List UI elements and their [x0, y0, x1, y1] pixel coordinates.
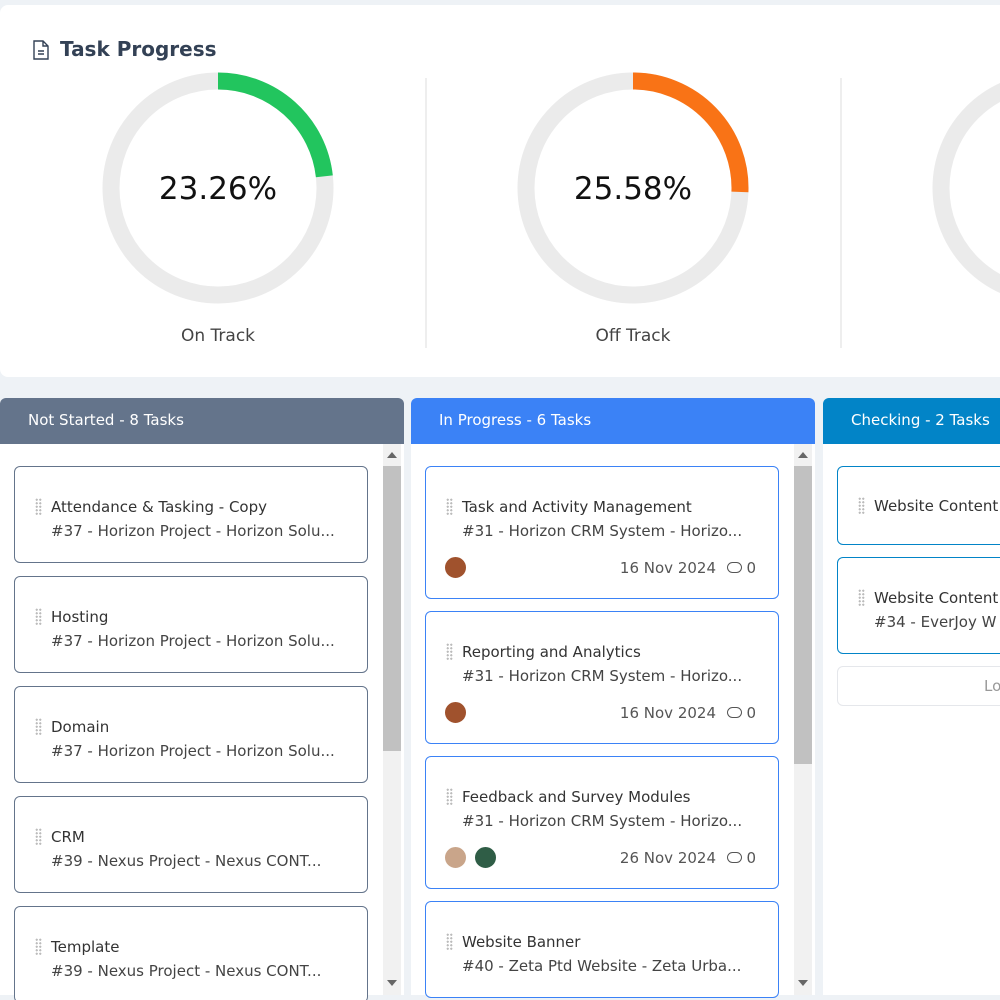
- card-title: Domain: [51, 718, 110, 736]
- comment-icon: [727, 852, 742, 863]
- drag-handle: [858, 589, 865, 607]
- card-title: Website Content: [874, 589, 999, 607]
- card-subtitle: #34 - EverJoy W: [874, 613, 997, 631]
- gauge-label: On Track: [181, 326, 255, 346]
- scrollbar-thumb: [383, 466, 401, 751]
- card-title: Website Banner: [462, 933, 581, 951]
- card-title: Template: [51, 938, 120, 956]
- drag-handle: [446, 643, 453, 661]
- gauge-label: Off Track: [596, 326, 671, 346]
- comment-count: 0: [746, 559, 756, 577]
- card-subtitle: #31 - Horizon CRM System - Horizo...: [462, 667, 743, 685]
- drag-handle: [858, 497, 865, 515]
- task-card[interactable]: Feedback and Survey Modules #31 - Horizon…: [425, 756, 779, 889]
- task-card[interactable]: Template #39 - Nexus Project - Nexus CONT…: [14, 906, 368, 1000]
- gauge-arc: [632, 72, 749, 193]
- card-subtitle: #37 - Horizon Project - Horizon Solu...: [51, 742, 335, 760]
- card-date: 16 Nov 2024: [619, 704, 716, 722]
- card-date: 26 Nov 2024: [619, 849, 716, 867]
- avatar: [443, 845, 468, 870]
- progress-panel: Task Progress 23.26% On Track 25.58% Off Tr…: [0, 5, 1000, 377]
- drag-handle: [35, 938, 42, 956]
- comment-count: 0: [746, 704, 756, 722]
- column-body: Attendance & Tasking - Copy #37 - Horizon…: [0, 444, 404, 1000]
- card-subtitle: #40 - Zeta Ptd Website - Zeta Urba...: [462, 957, 742, 975]
- drag-handle: [446, 788, 453, 806]
- card-subtitle: #39 - Nexus Project - Nexus CONT...: [51, 962, 322, 980]
- scroll-down: [798, 980, 808, 986]
- drag-handle: [446, 933, 453, 951]
- column-title: Checking - 2 Tasks: [851, 411, 990, 429]
- card-title: Attendance & Tasking - Copy: [51, 498, 267, 516]
- load-more-button[interactable]: Lo: [837, 666, 1000, 706]
- card-title: Task and Activity Management: [462, 498, 692, 516]
- drag-handle: [35, 608, 42, 626]
- task-card[interactable]: Website Content #34 - EverJoy W: [837, 557, 1000, 654]
- gauge-value: 25.58%: [574, 171, 692, 207]
- doc-icon: [33, 40, 49, 60]
- scroll-up: [798, 452, 808, 458]
- card-subtitle: #31 - Horizon CRM System - Horizo...: [462, 522, 743, 540]
- gauge-value: 23.26%: [159, 171, 277, 207]
- card-subtitle: #39 - Nexus Project - Nexus CONT...: [51, 852, 322, 870]
- column-body: Website Content Website Content #34 - Ever…: [823, 444, 1000, 995]
- card-title: Reporting and Analytics: [462, 643, 641, 661]
- drag-handle: [446, 498, 453, 516]
- comment-count: 0: [746, 849, 756, 867]
- column-header: Not Started - 8 Tasks: [0, 398, 404, 444]
- card-title: Website Content: [874, 497, 999, 515]
- load-more-label: Lo: [984, 677, 1000, 695]
- column-title: Not Started - 8 Tasks: [28, 411, 184, 429]
- task-card[interactable]: Reporting and Analytics #31 - Horizon CRM…: [425, 611, 779, 744]
- scrollbar-thumb: [794, 466, 812, 764]
- task-card[interactable]: CRM #39 - Nexus Project - Nexus CONT...: [14, 796, 368, 893]
- column-header: Checking - 2 Tasks: [823, 398, 1000, 444]
- drag-handle: [35, 498, 42, 516]
- card-title: Hosting: [51, 608, 109, 626]
- card-subtitle: #37 - Horizon Project - Horizon Solu...: [51, 522, 335, 540]
- task-card[interactable]: Task and Activity Management #31 - Horizo…: [425, 466, 779, 599]
- task-card[interactable]: Domain #37 - Horizon Project - Horizon So…: [14, 686, 368, 783]
- column-title: In Progress - 6 Tasks: [439, 411, 592, 429]
- avatar: [473, 845, 498, 870]
- card-title: Feedback and Survey Modules: [462, 788, 691, 806]
- task-card[interactable]: Website Content: [837, 466, 1000, 545]
- gauge-track: [932, 82, 1000, 294]
- drag-handle: [35, 718, 42, 736]
- avatar: [443, 555, 468, 580]
- column-header: In Progress - 6 Tasks: [411, 398, 815, 444]
- card-title: CRM: [51, 828, 85, 846]
- card-subtitle: #37 - Horizon Project - Horizon Solu...: [51, 632, 335, 650]
- column-body: Task and Activity Management #31 - Horizo…: [411, 444, 815, 998]
- panel-title: Task Progress: [60, 37, 217, 61]
- card-date: 16 Nov 2024: [619, 559, 716, 577]
- gauge-arc: [217, 72, 333, 178]
- task-card[interactable]: Attendance & Tasking - Copy #37 - Horizon…: [14, 466, 368, 563]
- card-subtitle: #31 - Horizon CRM System - Horizo...: [462, 812, 743, 830]
- drag-handle: [35, 828, 42, 846]
- scroll-down: [387, 980, 397, 986]
- avatar: [443, 700, 468, 725]
- comment-icon: [727, 707, 742, 718]
- comment-icon: [727, 562, 742, 573]
- task-card[interactable]: Website Banner #40 - Zeta Ptd Website - Z…: [425, 901, 779, 998]
- scroll-up: [387, 452, 397, 458]
- task-card[interactable]: Hosting #37 - Horizon Project - Horizon S…: [14, 576, 368, 673]
